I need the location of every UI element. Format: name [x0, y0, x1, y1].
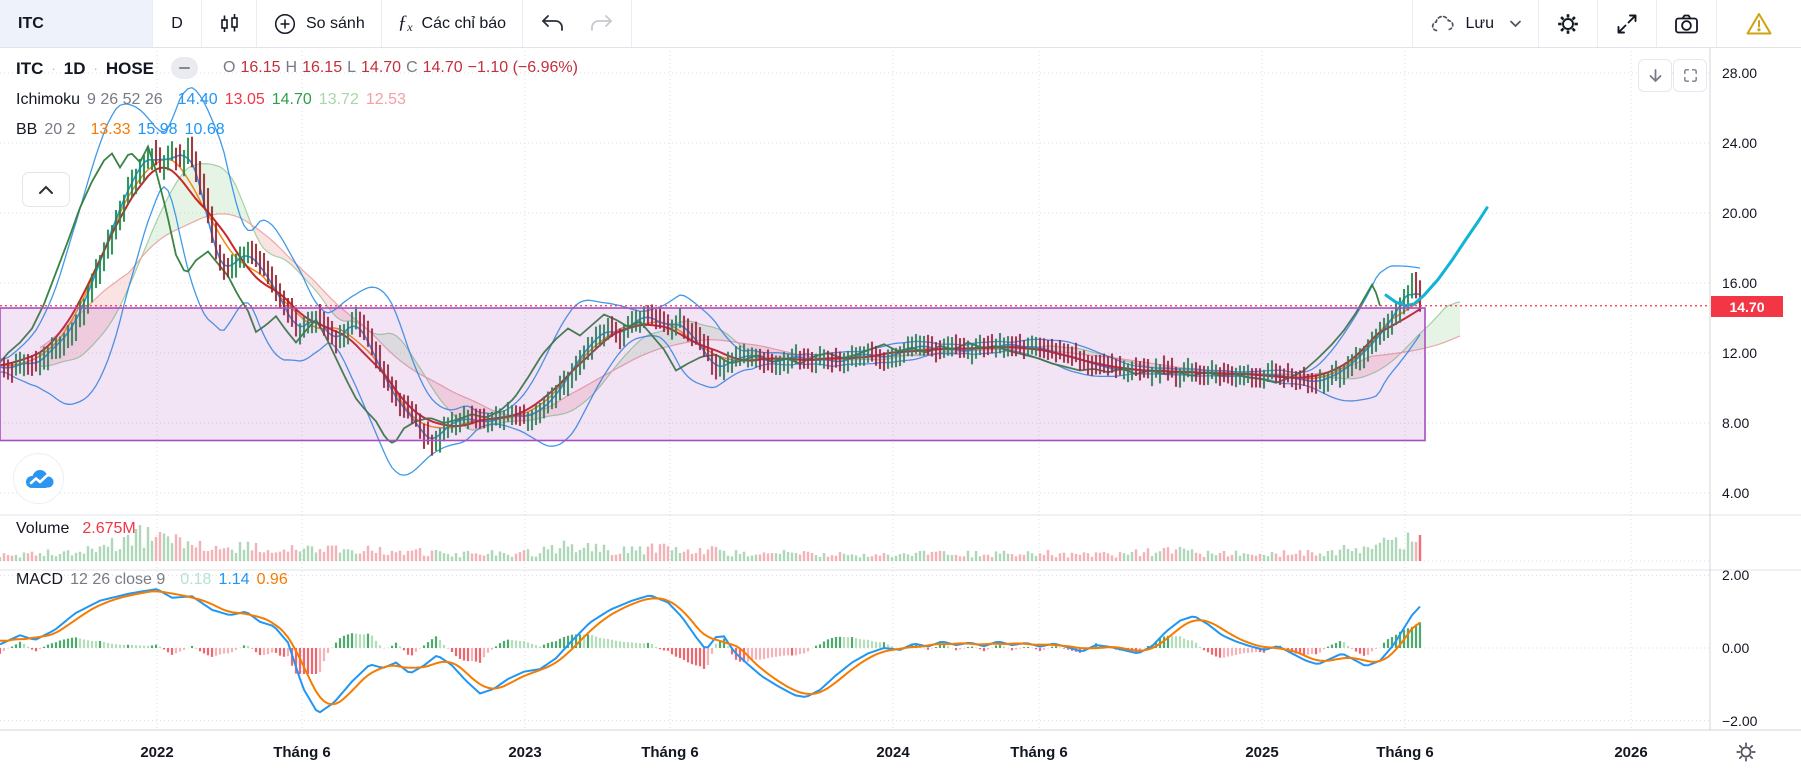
- svg-text:12.00: 12.00: [1722, 345, 1757, 361]
- svg-text:20.00: 20.00: [1722, 205, 1757, 221]
- fx-icon: ƒx: [397, 12, 413, 34]
- fullscreen-button[interactable]: [1597, 0, 1656, 47]
- bb-params: 20 2: [44, 121, 76, 138]
- legend-interval: 1D: [63, 58, 86, 78]
- top-toolbar: ITC D So sánh ƒx Các chỉ báo: [0, 0, 1801, 48]
- symbol-label: ITC: [18, 14, 44, 32]
- scroll-to-recent-button[interactable]: [1638, 59, 1672, 92]
- svg-text:Tháng 6: Tháng 6: [641, 744, 699, 761]
- volume-name: Volume: [16, 520, 70, 537]
- symbol-search-button[interactable]: ITC: [0, 0, 153, 47]
- history-buttons: [523, 0, 633, 47]
- last-price-label: 14.70: [1711, 296, 1783, 317]
- svg-text:28.00: 28.00: [1722, 65, 1757, 81]
- toolbar-right: Lưu: [1412, 0, 1801, 47]
- cloud-save-icon: [1429, 13, 1456, 35]
- chart-type-button[interactable]: [202, 0, 257, 47]
- save-label: Lưu: [1465, 14, 1494, 32]
- legend-exchange: HOSE: [105, 58, 154, 78]
- svg-text:Tháng 6: Tháng 6: [273, 744, 331, 761]
- save-button[interactable]: Lưu: [1412, 0, 1538, 47]
- svg-text:−2.00: −2.00: [1722, 713, 1758, 729]
- svg-text:2024: 2024: [876, 744, 910, 761]
- svg-text:8.00: 8.00: [1722, 415, 1749, 431]
- bb-name: BB: [16, 121, 38, 138]
- ichimoku-legend[interactable]: Ichimoku 9 26 52 26 14.40 13.05 14.70 13…: [16, 91, 406, 108]
- snapshot-button[interactable]: [1656, 0, 1716, 47]
- macd-params: 12 26 close 9: [70, 571, 166, 588]
- volume-legend[interactable]: Volume 2.675M: [16, 521, 136, 537]
- arrow-down-icon: [1649, 68, 1661, 82]
- gear-icon: [1555, 11, 1581, 37]
- series-visibility-chip[interactable]: [171, 57, 198, 79]
- interval-button[interactable]: D: [153, 0, 202, 47]
- ichimoku-params: 9 26 52 26: [87, 91, 163, 108]
- legend-collapse-button[interactable]: [22, 172, 70, 207]
- bb-legend[interactable]: BB 20 2 13.33 15.98 10.68: [16, 121, 225, 138]
- indicators-label: Các chỉ báo: [421, 14, 507, 32]
- time-axis[interactable]: [0, 731, 1710, 774]
- toolbar-left: ITC D So sánh ƒx Các chỉ báo: [0, 0, 633, 47]
- fullscreen-icon: [1614, 11, 1640, 37]
- svg-text:2025: 2025: [1245, 744, 1278, 761]
- volume-value: 2.675M: [82, 520, 136, 537]
- macd-legend[interactable]: MACD 12 26 close 9 0.18 1.14 0.96: [16, 571, 288, 588]
- svg-text:2.00: 2.00: [1722, 567, 1749, 583]
- camera-icon: [1673, 12, 1700, 36]
- svg-text:Tháng 6: Tháng 6: [1010, 744, 1068, 761]
- settings-button[interactable]: [1538, 0, 1597, 47]
- undo-icon[interactable]: [539, 12, 566, 35]
- ohlc-values: O 16.15 H 16.15 L 14.70 C 14.70 −1.10 (−6.96…: [223, 59, 578, 76]
- change-value: −1.10 (−6.96%): [467, 59, 578, 76]
- main-series-legend[interactable]: ITC · 1D · HOSE O 16.15 H 16.15 L 14.70 C 14…: [16, 57, 578, 79]
- plus-circle-icon: [273, 12, 297, 36]
- alert-status[interactable]: [1716, 0, 1801, 47]
- chevron-down-icon: [1509, 19, 1522, 28]
- warning-icon: [1745, 11, 1773, 36]
- restore-icon: [1683, 69, 1697, 82]
- svg-text:2022: 2022: [140, 744, 173, 761]
- compare-button[interactable]: So sánh: [257, 0, 382, 47]
- svg-text:16.00: 16.00: [1722, 275, 1757, 291]
- watermark-logo-button[interactable]: [13, 453, 64, 504]
- sun-icon: [1736, 742, 1756, 762]
- chevron-up-icon: [39, 185, 53, 194]
- legend-symbol: ITC: [16, 58, 44, 78]
- svg-text:24.00: 24.00: [1722, 135, 1757, 151]
- restore-pane-button[interactable]: [1673, 59, 1707, 92]
- compare-label: So sánh: [306, 14, 365, 32]
- svg-text:2023: 2023: [508, 744, 541, 761]
- interval-label: D: [171, 14, 183, 32]
- redo-icon[interactable]: [588, 12, 615, 35]
- candlestick-icon: [218, 12, 241, 35]
- svg-text:0.00: 0.00: [1722, 640, 1749, 656]
- svg-text:4.00: 4.00: [1722, 485, 1749, 501]
- ichimoku-name: Ichimoku: [16, 91, 81, 108]
- macd-name: MACD: [16, 571, 64, 588]
- session-settings-button[interactable]: [1728, 736, 1764, 768]
- cloud-chart-logo-icon: [25, 469, 53, 488]
- indicators-button[interactable]: ƒx Các chỉ báo: [381, 0, 524, 47]
- svg-text:Tháng 6: Tháng 6: [1376, 744, 1434, 761]
- svg-text:2026: 2026: [1614, 744, 1647, 761]
- price-axis[interactable]: [1710, 47, 1801, 730]
